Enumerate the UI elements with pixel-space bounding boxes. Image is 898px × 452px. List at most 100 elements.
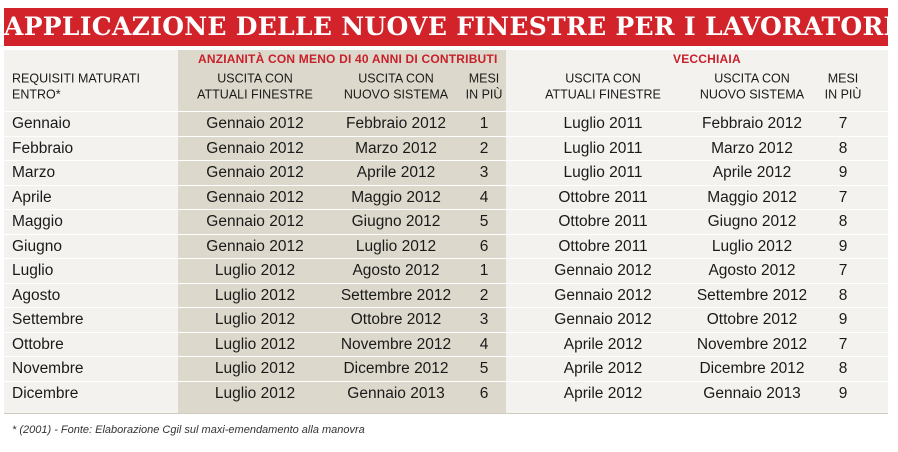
header-vec-uscita-attuali-line1: USCITA CON xyxy=(565,71,641,86)
cell-mese: Novembre xyxy=(12,360,84,377)
cell-anz-uscita-attuali: Luglio 2012 xyxy=(214,311,296,328)
cell-mese: Giugno xyxy=(12,237,62,255)
table-row: Gennaio Gennaio 2012 Febbraio 2012 1 Luglio … xyxy=(4,111,888,136)
cell-anz-mesi: 5 xyxy=(479,213,489,230)
cell-anz-mesi: 3 xyxy=(479,164,489,181)
cell-vec-mesi: 8 xyxy=(838,139,848,157)
header-vec-mesi: MESI IN PIÙ xyxy=(818,71,868,107)
cell-anz-uscita-attuali: Gennaio 2012 xyxy=(206,213,304,230)
cell-vec-uscita-nuovo: Maggio 2012 xyxy=(707,188,797,206)
header-anz-uscita-nuovo: USCITA CON NUOVO SISTEMA xyxy=(330,71,462,107)
table-row: Febbraio Gennaio 2012 Marzo 2012 2 Luglio 20… xyxy=(4,135,888,161)
header-vec-uscita-attuali-line2: ATTUALI FINESTRE xyxy=(545,86,661,102)
cell-vec-uscita-attuali: Aprile 2012 xyxy=(563,335,643,353)
header-requisiti-line1: REQUISITI MATURATI xyxy=(12,71,141,86)
table-body: Gennaio Gennaio 2012 Febbraio 2012 1 Luglio … xyxy=(4,111,888,405)
cell-anz-uscita-attuali: Luglio 2012 xyxy=(214,286,296,304)
cell-vec-uscita-nuovo: Febbraio 2012 xyxy=(702,115,802,132)
cell-anz-uscita-nuovo: Dicembre 2012 xyxy=(343,360,449,377)
cell-vec-mesi: 9 xyxy=(838,384,848,402)
header-vec-uscita-nuovo-line1: USCITA CON xyxy=(714,71,790,86)
cell-vec-mesi: 8 xyxy=(838,213,848,230)
header-vec-uscita-nuovo: USCITA CON NUOVO SISTEMA xyxy=(684,71,820,107)
cell-mese: Marzo xyxy=(12,164,56,181)
cell-anz-uscita-attuali: Luglio 2012 xyxy=(214,335,296,353)
cell-mese: Aprile xyxy=(12,188,52,206)
cell-anz-uscita-nuovo: Aprile 2012 xyxy=(356,164,436,181)
header-vec-mesi-line1: MESI xyxy=(827,71,859,86)
anzianita-shaded-column xyxy=(178,50,506,413)
table-row: Giugno Gennaio 2012 Luglio 2012 6 Ottobre 20… xyxy=(4,233,888,259)
cell-anz-mesi: 6 xyxy=(479,384,489,402)
cell-anz-uscita-attuali: Gennaio 2012 xyxy=(206,139,304,157)
cell-anz-uscita-attuali: Luglio 2012 xyxy=(214,384,296,402)
cell-anz-uscita-nuovo: Settembre 2012 xyxy=(340,286,452,304)
section-anzianita-label: ANZIANITÀ CON MENO DI 40 ANNI DI CONTRIB… xyxy=(198,52,498,66)
cell-vec-uscita-attuali: Luglio 2011 xyxy=(563,115,643,132)
cell-mese: Gennaio xyxy=(12,115,71,132)
header-anz-uscita-attuali-line1: USCITA CON xyxy=(217,71,293,86)
header-anz-mesi-line1: MESI xyxy=(468,71,500,86)
cell-vec-mesi: 8 xyxy=(838,360,848,377)
table-row: Maggio Gennaio 2012 Giugno 2012 5 Ottobre 20… xyxy=(4,209,888,234)
cell-anz-uscita-attuali: Gennaio 2012 xyxy=(206,188,304,206)
cell-vec-uscita-attuali: Ottobre 2011 xyxy=(558,213,648,230)
cell-vec-uscita-attuali: Ottobre 2011 xyxy=(558,237,648,255)
cell-anz-mesi: 3 xyxy=(479,311,489,328)
cell-anz-uscita-nuovo: Agosto 2012 xyxy=(352,262,440,279)
table-title-banner: APPLICAZIONE DELLE NUOVE FINESTRE PER I … xyxy=(4,8,888,46)
header-vec-uscita-nuovo-line2: NUOVO SISTEMA xyxy=(699,86,805,102)
header-anz-mesi: MESI IN PIÙ xyxy=(462,71,506,107)
cell-anz-mesi: 1 xyxy=(479,115,489,132)
cell-anz-mesi: 5 xyxy=(479,360,489,377)
table-row: Dicembre Luglio 2012 Gennaio 2013 6 Aprile 2… xyxy=(4,380,888,406)
cell-vec-mesi: 8 xyxy=(838,286,848,304)
cell-anz-uscita-nuovo: Febbraio 2012 xyxy=(346,115,446,132)
cell-vec-uscita-attuali: Aprile 2012 xyxy=(563,360,643,377)
cell-vec-uscita-attuali: Aprile 2012 xyxy=(563,384,643,402)
cell-vec-uscita-nuovo: Agosto 2012 xyxy=(708,262,796,279)
header-anz-mesi-line2: IN PIÙ xyxy=(465,86,503,102)
table-bottom-edge xyxy=(4,413,888,414)
header-anz-uscita-nuovo-line2: NUOVO SISTEMA xyxy=(343,86,449,102)
cell-anz-mesi: 4 xyxy=(479,335,489,353)
cell-vec-mesi: 7 xyxy=(838,335,848,353)
header-anz-uscita-attuali-line2: ATTUALI FINESTRE xyxy=(197,86,313,102)
source-footnote: * (2001) - Fonte: Elaborazione Cgil sul … xyxy=(12,424,365,436)
cell-anz-uscita-nuovo: Giugno 2012 xyxy=(351,213,441,230)
table-row: Marzo Gennaio 2012 Aprile 2012 3 Luglio 2011… xyxy=(4,160,888,185)
cell-vec-mesi: 7 xyxy=(838,188,848,206)
header-requisiti-line2: ENTRO* xyxy=(12,86,61,102)
header-anz-uscita-nuovo-line1: USCITA CON xyxy=(358,71,434,86)
cell-anz-uscita-attuali: Luglio 2012 xyxy=(214,360,296,377)
cell-vec-uscita-attuali: Luglio 2011 xyxy=(563,139,643,157)
cell-vec-uscita-nuovo: Novembre 2012 xyxy=(696,335,808,353)
header-vec-uscita-attuali: USCITA CON ATTUALI FINESTRE xyxy=(530,71,676,107)
cell-vec-uscita-attuali: Gennaio 2012 xyxy=(554,311,652,328)
cell-mese: Luglio xyxy=(12,262,54,279)
cell-anz-uscita-attuali: Gennaio 2012 xyxy=(206,164,304,181)
header-vec-mesi-line2: IN PIÙ xyxy=(824,86,862,102)
table-row: Settembre Luglio 2012 Ottobre 2012 3 Gennaio… xyxy=(4,307,888,332)
cell-vec-uscita-attuali: Gennaio 2012 xyxy=(554,262,652,279)
cell-anz-uscita-nuovo: Marzo 2012 xyxy=(355,139,437,157)
cell-vec-uscita-nuovo: Marzo 2012 xyxy=(711,139,793,157)
header-requisiti: REQUISITI MATURATI ENTRO* xyxy=(12,71,172,107)
cell-vec-uscita-nuovo: Gennaio 2013 xyxy=(703,384,801,402)
header-anz-uscita-attuali: USCITA CON ATTUALI FINESTRE xyxy=(182,71,328,107)
cell-mese: Dicembre xyxy=(12,384,79,402)
cell-vec-uscita-attuali: Gennaio 2012 xyxy=(554,286,652,304)
cell-vec-mesi: 9 xyxy=(838,237,848,255)
cell-vec-uscita-nuovo: Luglio 2012 xyxy=(711,237,793,255)
cell-anz-mesi: 1 xyxy=(479,262,489,279)
cell-vec-uscita-nuovo: Aprile 2012 xyxy=(712,164,792,181)
cell-anz-uscita-attuali: Gennaio 2012 xyxy=(206,237,304,255)
section-vecchiaia-label: VECCHIAIA xyxy=(673,52,741,66)
cell-vec-mesi: 9 xyxy=(838,311,848,328)
cell-anz-uscita-nuovo: Luglio 2012 xyxy=(355,237,437,255)
cell-mese: Maggio xyxy=(12,213,63,230)
cell-vec-mesi: 7 xyxy=(838,262,848,279)
cell-anz-uscita-nuovo: Novembre 2012 xyxy=(340,335,452,353)
cell-vec-uscita-nuovo: Dicembre 2012 xyxy=(699,360,805,377)
cell-anz-uscita-nuovo: Maggio 2012 xyxy=(351,188,441,206)
